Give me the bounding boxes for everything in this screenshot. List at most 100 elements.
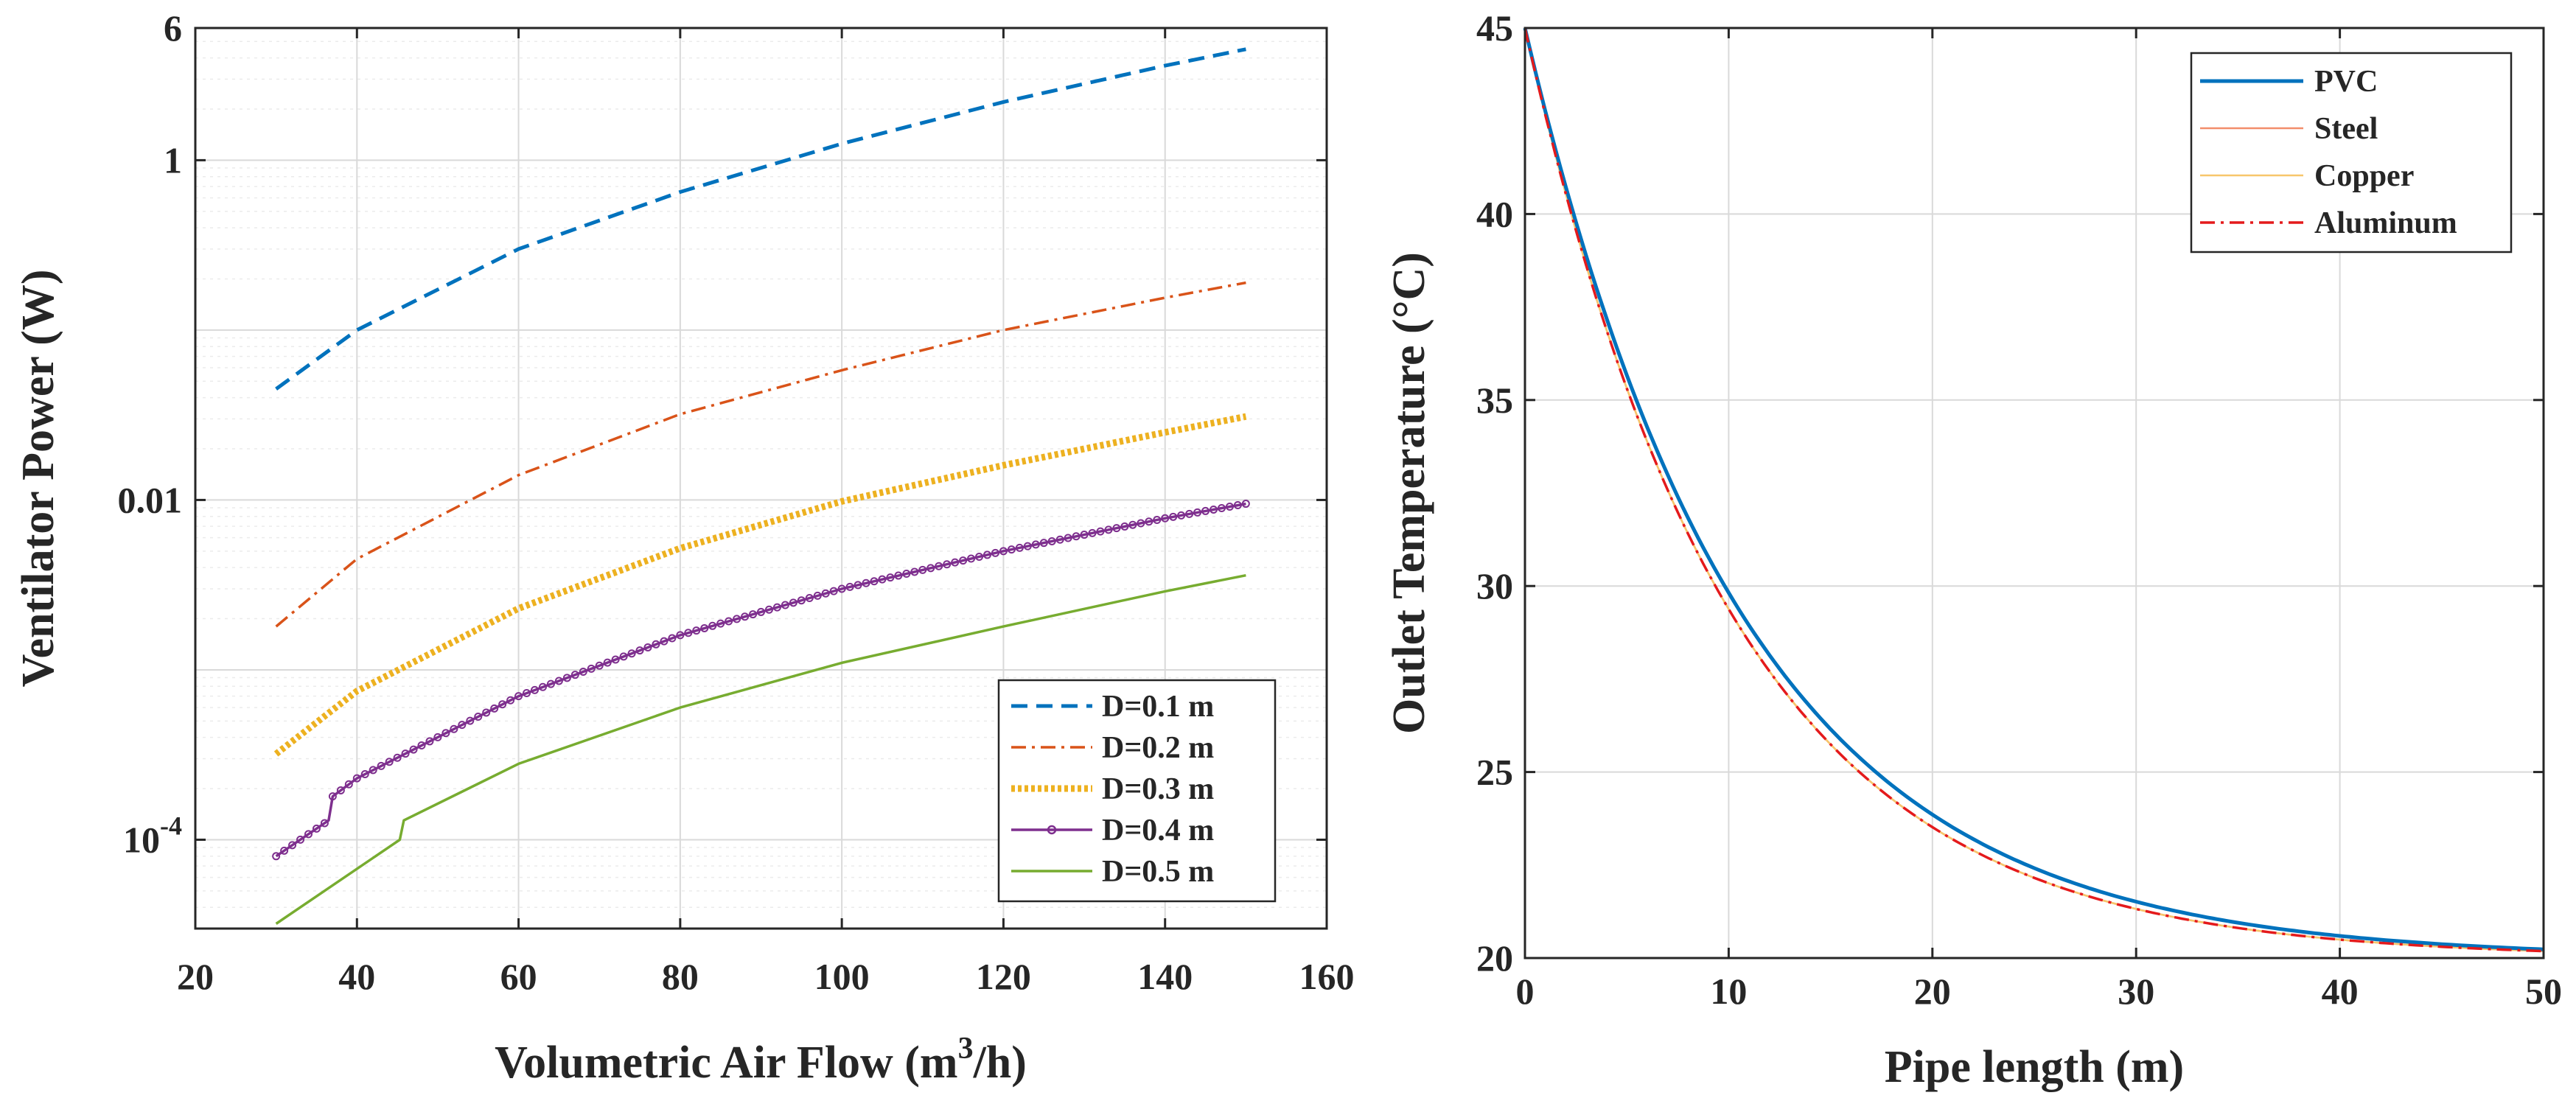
left-series-marker [1120,522,1129,531]
left-series-marker [741,612,750,621]
left-x-tick-label: 120 [976,956,1031,997]
left-series-line-3 [273,413,1247,757]
left-series-marker [1153,516,1162,525]
left-series-marker [660,637,669,646]
left-series-marker [837,584,846,593]
left-series-marker [1201,506,1210,515]
left-legend-label-4: D=0.4 m [1102,814,1214,847]
right-x-tick-label: 20 [1914,971,1951,1012]
left-series-marker [1225,503,1234,511]
left-series-marker [579,668,587,677]
left-y-tick-exponent: -4 [160,811,182,840]
left-series-marker [789,598,797,607]
left-legend-label-2: D=0.2 m [1102,731,1214,765]
left-series-group [272,47,1250,925]
left-series-marker [805,594,814,603]
left-series-marker [603,658,612,667]
left-series-marker [288,841,297,850]
left-series-marker [1096,527,1105,536]
left-y-tick-label: 0.01 [118,479,183,520]
left-series-marker [878,575,887,584]
left-series-marker [725,617,733,626]
left-series-marker [943,560,952,569]
left-series-marker [764,605,773,614]
left-x-ticks: 20 40 60 80 100 120 140 160 [177,28,1355,997]
left-series-line-4 [275,502,1246,858]
left-series-marker [999,547,1008,556]
left-series-marker [538,682,547,691]
left-series-marker [854,581,862,590]
left-series-marker [1031,540,1040,549]
left-series-marker [546,679,555,688]
left-series-marker [1161,514,1170,522]
left-series-marker [466,716,475,725]
left-series-marker [652,640,660,649]
left-plot-frame [194,27,1328,930]
left-series-marker [862,579,870,587]
right-y-tick-label: 30 [1476,565,1513,607]
ventilator-power-chart: 20 40 60 80 100 120 140 160 10-4 0.01 1 6 Volumetr… [13,7,1355,1088]
left-series-marker [870,577,879,586]
left-series-marker [757,607,765,616]
left-series-marker [781,601,789,609]
left-series-marker [595,661,604,670]
left-series-marker [352,774,361,783]
left-series-marker [918,565,927,574]
left-x-axis-label: Volumetric Air Flow (m3/h) [495,1032,1027,1088]
left-series-marker [910,567,919,576]
left-series-marker [272,852,281,861]
left-series-marker [506,696,515,705]
left-series-marker [829,587,838,595]
left-series-marker [554,677,563,685]
right-legend-label-2: Steel [2314,112,2378,146]
left-y-tick-base: 6 [164,7,182,49]
right-y-tick-label: 35 [1476,380,1513,421]
left-y-tick-base: 1 [164,139,182,181]
left-series-marker [894,571,903,580]
left-series-marker [587,664,596,673]
left-series-marker [570,671,579,679]
left-series-marker [531,685,539,694]
left-series-marker [700,623,709,632]
left-series-marker [813,591,822,600]
left-x-tick-label: 140 [1137,956,1193,997]
right-x-tick-label: 0 [1516,971,1535,1012]
left-series-marker [498,700,507,709]
left-series-marker [1064,534,1072,542]
left-series-marker [1210,505,1218,514]
left-series-marker [523,689,531,698]
left-y-tick-base: 10 [123,819,160,860]
left-series-marker [935,562,943,570]
left-series-marker [1145,517,1153,526]
right-plot-frame [1523,27,2545,960]
left-series-line-5 [275,573,1246,925]
left-y-tick-label: 6 [164,7,182,49]
outlet-temperature-chart: 0 10 20 30 40 50 20 25 30 35 40 45 Pipe length (m)… [1384,7,2562,1092]
right-series-group [1523,27,2544,953]
left-series-marker [562,674,571,682]
left-series-marker [1177,511,1186,520]
left-legend-label-3: D=0.3 m [1102,772,1214,806]
left-legend: D=0.1 m D=0.2 m D=0.3 m D=0.4 m D=0.5 m [997,679,1277,903]
left-series-marker [627,649,636,658]
right-y-tick-label: 25 [1476,752,1513,793]
left-series-marker [425,737,434,746]
left-series-marker [716,619,725,628]
left-x-tick-label: 40 [338,956,375,997]
left-x-tick-label: 20 [177,956,214,997]
right-y-tick-label: 40 [1476,193,1513,234]
left-series-marker [1137,519,1145,528]
left-series-marker [975,552,984,561]
left-x-tick-label: 160 [1299,956,1355,997]
right-x-tick-label: 30 [2118,971,2154,1012]
left-series-marker [886,573,895,582]
left-series-marker [635,646,644,655]
left-series-marker [514,692,523,701]
left-series-marker [1128,520,1137,529]
left-series-marker [1241,500,1250,508]
right-legend-label-3: Copper [2314,159,2414,193]
left-series-marker [336,786,345,794]
left-series-marker [1023,542,1032,550]
left-series-marker [433,733,442,741]
